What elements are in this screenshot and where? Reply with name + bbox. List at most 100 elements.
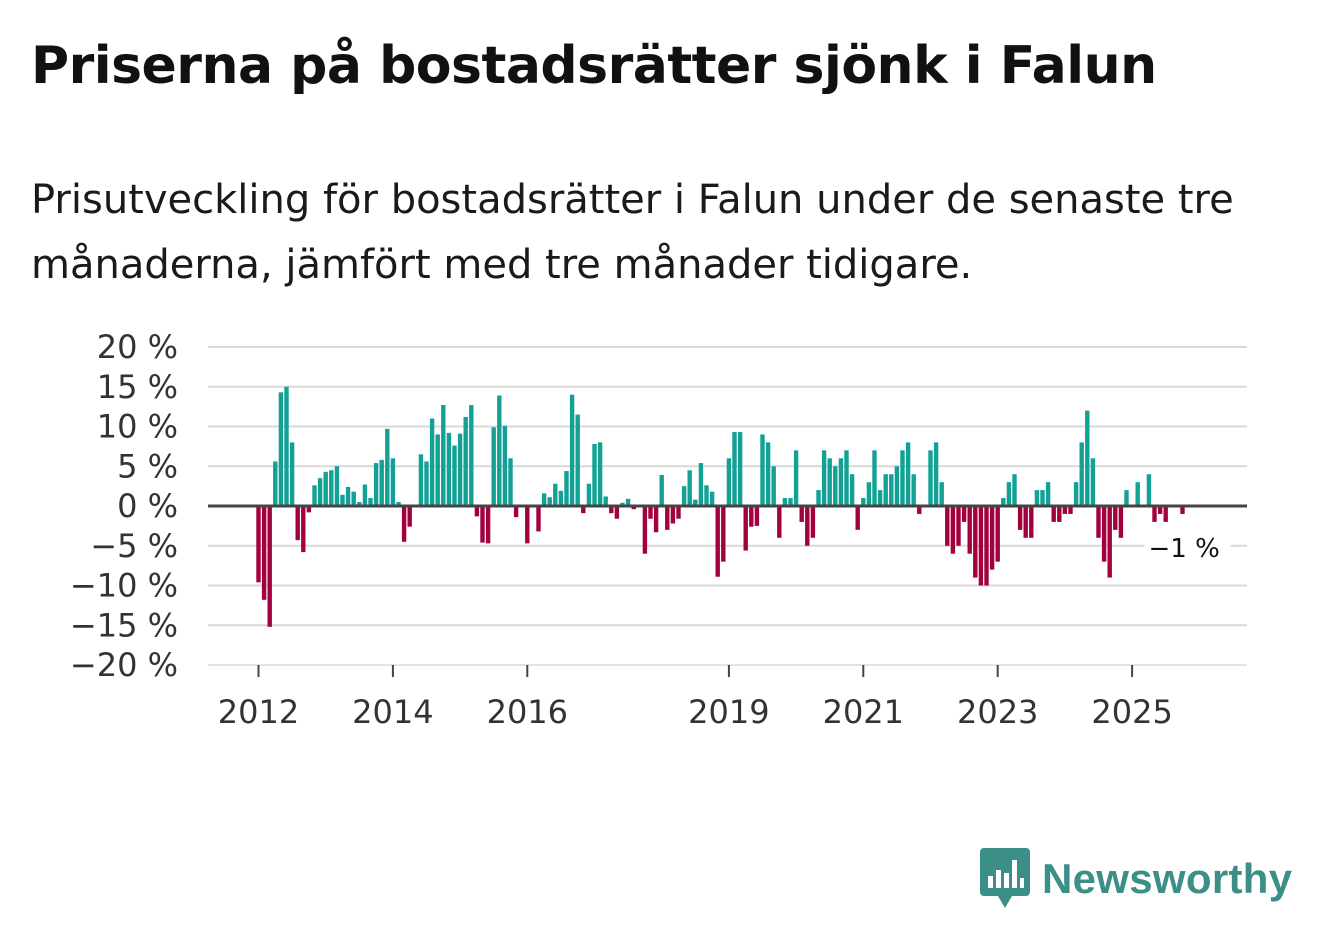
newsworthy-logo-icon (980, 848, 1030, 908)
bar (620, 502, 625, 506)
bar (267, 506, 272, 627)
bar (441, 405, 446, 506)
x-tick-label: 2012 (218, 693, 299, 731)
bar (681, 486, 687, 507)
bar (256, 506, 261, 583)
bar (659, 475, 664, 506)
bar (967, 506, 972, 554)
bar (525, 506, 530, 544)
bar (1023, 506, 1028, 538)
bar (312, 485, 317, 506)
bar (900, 450, 905, 506)
y-tick-label: −20 % (70, 646, 178, 684)
bar (642, 506, 648, 554)
bar (1096, 506, 1101, 538)
bar (1029, 506, 1034, 538)
bar (771, 466, 776, 506)
bar (329, 470, 334, 506)
bar (894, 466, 900, 506)
bar (693, 499, 698, 506)
x-tick-label: 2014 (352, 693, 433, 731)
bar (676, 506, 681, 519)
bar (1101, 506, 1107, 562)
bar (373, 463, 379, 506)
newsworthy-logo: Newsworthy (980, 848, 1292, 910)
y-tick-label: −10 % (70, 567, 178, 605)
bar (379, 459, 384, 506)
y-tick-label: −15 % (70, 606, 178, 644)
bar (1034, 490, 1040, 506)
bar (491, 427, 496, 506)
bar (905, 442, 911, 506)
bar (911, 474, 916, 506)
bar (1012, 474, 1017, 506)
bar (463, 416, 468, 506)
bar (872, 450, 877, 506)
bar (1157, 506, 1163, 514)
bar (917, 506, 922, 514)
bar (821, 450, 827, 506)
bar (1180, 506, 1185, 514)
bar (553, 483, 558, 506)
bar (301, 506, 306, 553)
bar (978, 506, 984, 586)
bar (261, 506, 267, 600)
bar (278, 392, 284, 506)
bar (1146, 474, 1152, 506)
bar (614, 506, 620, 519)
bar (541, 493, 547, 506)
x-axis: 2012 2014 2016 2019 2021 2023 2025 (208, 664, 1247, 731)
bar (715, 506, 720, 577)
x-tick-label: 2019 (688, 693, 769, 731)
bar (816, 490, 821, 506)
bar (743, 506, 748, 551)
bar (956, 506, 961, 546)
y-tick-label: 15 % (97, 368, 178, 406)
bar (480, 506, 485, 543)
bar (1045, 482, 1051, 506)
bar (726, 458, 732, 506)
bar (1057, 506, 1062, 522)
bar (1079, 442, 1084, 506)
bar (469, 405, 474, 506)
bar (385, 428, 390, 506)
bar (497, 395, 502, 506)
bar (564, 471, 569, 506)
bar (558, 490, 564, 506)
bar (737, 432, 743, 506)
chart-subtitle: Prisutveckling för bostadsrätter i Falun… (31, 177, 1234, 288)
bar (1062, 506, 1068, 514)
bar (1085, 410, 1090, 506)
bar (883, 474, 888, 506)
bar (782, 498, 788, 506)
bar (698, 463, 704, 506)
bar (625, 498, 631, 506)
bar (1163, 506, 1168, 522)
bar (704, 485, 709, 506)
bar (547, 497, 552, 506)
bar (732, 432, 737, 506)
bar (793, 450, 799, 506)
bar (396, 502, 401, 506)
bar (334, 466, 340, 506)
bar-series (256, 386, 1185, 627)
chart-title: Priserna på bostadsrätter sjönk i Falun (31, 36, 1157, 96)
bar (754, 506, 760, 526)
bar (592, 443, 597, 506)
bar (989, 506, 995, 570)
latest-value-label: −1 % (1149, 534, 1220, 564)
bar (1152, 506, 1157, 522)
y-tick-label: 0 % (117, 487, 178, 525)
bar (424, 461, 429, 506)
bar (961, 506, 967, 522)
bar (939, 482, 944, 506)
bar (777, 506, 782, 538)
bar (877, 490, 883, 506)
bar (721, 506, 726, 562)
bar (827, 458, 832, 506)
bar (765, 442, 771, 506)
bar (799, 506, 804, 522)
y-tick-label: 5 % (117, 447, 178, 485)
bar (474, 506, 480, 517)
bar (945, 506, 950, 546)
